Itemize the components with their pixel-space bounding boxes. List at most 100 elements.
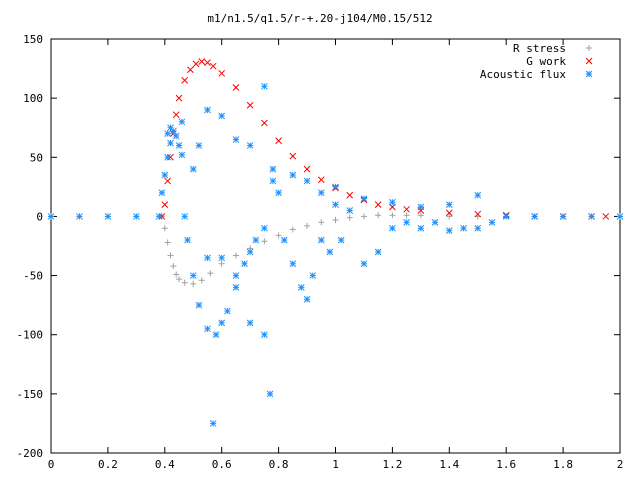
data-point xyxy=(269,177,277,185)
data-point xyxy=(616,213,624,220)
data-point xyxy=(266,390,274,398)
data-point xyxy=(246,319,254,327)
y-tick-label: -50 xyxy=(23,270,43,283)
x-tick-label: 1.6 xyxy=(496,458,516,471)
data-point xyxy=(360,195,368,203)
data-point xyxy=(172,132,180,140)
data-point xyxy=(132,213,140,220)
data-point xyxy=(178,118,186,126)
data-point xyxy=(261,119,268,127)
data-point xyxy=(232,252,239,259)
data-point xyxy=(167,139,174,147)
data-point xyxy=(275,137,282,145)
data-point xyxy=(317,189,325,197)
x-tick-label: 1.2 xyxy=(382,458,402,471)
data-point xyxy=(189,165,197,173)
y-tick-label: 50 xyxy=(30,151,43,164)
y-tick-label: 0 xyxy=(36,210,43,223)
y-tick-label: -100 xyxy=(17,329,44,342)
data-point xyxy=(474,191,482,199)
data-point xyxy=(190,280,197,287)
data-point xyxy=(218,69,226,77)
data-point xyxy=(181,77,189,84)
data-point xyxy=(289,260,297,268)
data-point xyxy=(389,198,396,206)
data-point xyxy=(232,284,240,291)
data-point xyxy=(204,106,211,114)
data-point xyxy=(198,58,206,65)
y-tick-label: 150 xyxy=(23,33,43,46)
data-point xyxy=(275,232,282,239)
data-point xyxy=(445,201,453,208)
data-point xyxy=(559,213,567,220)
data-point xyxy=(389,212,396,219)
data-point xyxy=(502,213,510,220)
series-1 xyxy=(158,58,610,220)
data-point xyxy=(374,248,382,256)
data-point xyxy=(167,252,174,259)
data-point xyxy=(403,218,410,226)
data-point xyxy=(360,213,367,220)
data-point xyxy=(303,165,311,173)
data-point xyxy=(204,59,211,67)
data-point xyxy=(224,307,231,315)
data-point xyxy=(164,130,171,137)
data-point xyxy=(170,263,177,270)
data-point xyxy=(232,84,240,91)
data-point xyxy=(332,183,339,191)
data-point xyxy=(332,216,339,223)
legend-marker xyxy=(586,45,592,51)
data-point xyxy=(246,248,254,256)
x-tick-label: 0.4 xyxy=(155,458,175,471)
x-tick-label: 0.6 xyxy=(212,458,232,471)
data-point xyxy=(332,201,339,208)
data-point xyxy=(309,272,317,279)
legend-marker xyxy=(585,70,593,78)
data-point xyxy=(207,270,214,277)
data-point xyxy=(161,225,168,232)
data-point xyxy=(375,212,382,219)
x-tick-label: 1 xyxy=(332,458,339,471)
data-point xyxy=(346,207,354,214)
data-point xyxy=(261,224,268,232)
data-point xyxy=(261,82,268,90)
data-point xyxy=(218,254,226,262)
data-point xyxy=(192,60,200,68)
data-point xyxy=(374,201,382,208)
data-point xyxy=(326,248,334,256)
data-point xyxy=(218,112,226,120)
data-point xyxy=(531,213,539,220)
x-tick-label: 0 xyxy=(48,458,55,471)
data-point xyxy=(173,271,180,278)
data-point xyxy=(289,226,296,233)
data-point xyxy=(175,142,183,149)
data-point xyxy=(198,277,205,284)
data-point xyxy=(280,236,288,244)
x-tick-label: 1.8 xyxy=(553,458,573,471)
data-point xyxy=(164,153,171,161)
data-point xyxy=(178,151,186,159)
data-point xyxy=(241,260,248,268)
data-point xyxy=(164,177,171,185)
data-point xyxy=(232,272,240,279)
data-point xyxy=(346,214,353,221)
data-point xyxy=(209,420,217,427)
x-tick-label: 0.8 xyxy=(269,458,289,471)
data-point xyxy=(588,213,595,220)
data-point xyxy=(460,224,467,232)
data-point xyxy=(252,236,260,244)
data-point xyxy=(389,203,396,211)
data-point xyxy=(161,201,169,208)
legend-marker xyxy=(585,57,593,65)
y-axis: -200 -150 -100 -50 0 50 100 150 xyxy=(17,33,620,460)
data-point xyxy=(360,260,368,268)
data-point xyxy=(218,260,225,267)
data-point xyxy=(275,189,282,197)
data-point xyxy=(195,301,203,309)
data-point xyxy=(204,254,211,262)
data-point xyxy=(488,218,496,226)
data-point xyxy=(76,213,83,220)
plot-frame xyxy=(50,38,621,454)
